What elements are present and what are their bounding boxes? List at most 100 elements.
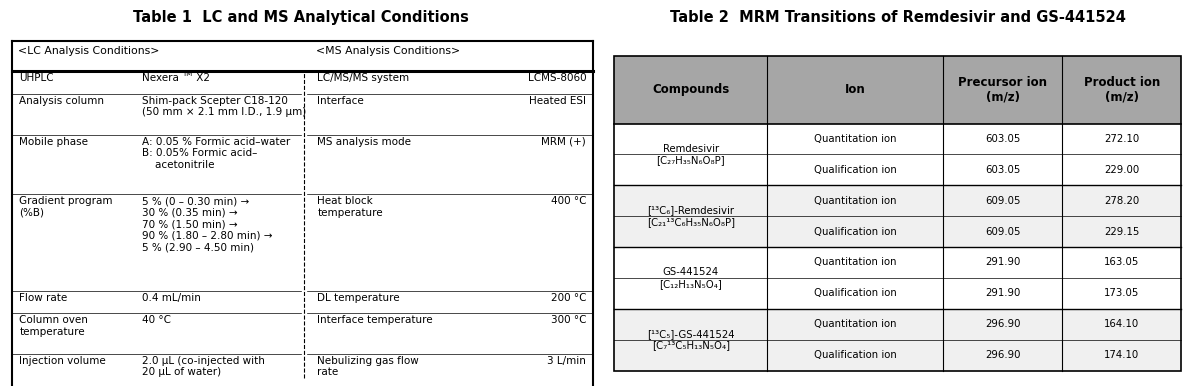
Text: MS analysis mode: MS analysis mode <box>317 137 412 147</box>
Text: Gradient program
(%B): Gradient program (%B) <box>19 196 113 218</box>
Text: 229.15: 229.15 <box>1104 227 1139 237</box>
Text: [¹³C₆]-Remdesivir
[C₂₁¹³C₆H₃₅N₆O₈P]: [¹³C₆]-Remdesivir [C₂₁¹³C₆H₃₅N₆O₈P] <box>647 205 735 227</box>
Text: 296.90: 296.90 <box>985 350 1020 360</box>
Text: Remdesivir
[C₂₇H₃₅N₆O₈P]: Remdesivir [C₂₇H₃₅N₆O₈P] <box>656 144 725 165</box>
Text: Mobile phase: Mobile phase <box>19 137 88 147</box>
Text: X2: X2 <box>193 73 210 83</box>
FancyBboxPatch shape <box>767 340 944 371</box>
Text: LC/MS/MS system: LC/MS/MS system <box>317 73 409 83</box>
Text: Heat block
temperature: Heat block temperature <box>317 196 383 218</box>
Text: Compounds: Compounds <box>653 83 729 96</box>
FancyBboxPatch shape <box>614 278 767 309</box>
FancyBboxPatch shape <box>1062 154 1181 185</box>
Text: Quantitation ion: Quantitation ion <box>814 257 896 267</box>
Text: Analysis column: Analysis column <box>19 96 104 106</box>
Text: 2.0 μL (co-injected with
20 μL of water): 2.0 μL (co-injected with 20 μL of water) <box>142 356 265 378</box>
Text: <LC Analysis Conditions>: <LC Analysis Conditions> <box>18 46 160 56</box>
Text: Interface: Interface <box>317 96 364 106</box>
Text: Table 1  LC and MS Analytical Conditions: Table 1 LC and MS Analytical Conditions <box>134 10 469 25</box>
Text: 300 °C: 300 °C <box>551 315 586 325</box>
FancyBboxPatch shape <box>767 154 944 185</box>
Text: UHPLC: UHPLC <box>19 73 54 83</box>
Text: Interface temperature: Interface temperature <box>317 315 433 325</box>
FancyBboxPatch shape <box>614 247 767 278</box>
FancyBboxPatch shape <box>767 216 944 247</box>
Text: Qualification ion: Qualification ion <box>814 227 897 237</box>
FancyBboxPatch shape <box>1062 56 1181 124</box>
FancyBboxPatch shape <box>944 309 1062 340</box>
FancyBboxPatch shape <box>1062 340 1181 371</box>
Text: 164.10: 164.10 <box>1104 319 1139 329</box>
Text: 603.05: 603.05 <box>985 165 1020 175</box>
FancyBboxPatch shape <box>614 185 767 216</box>
FancyBboxPatch shape <box>1062 124 1181 154</box>
FancyBboxPatch shape <box>767 185 944 216</box>
FancyBboxPatch shape <box>944 216 1062 247</box>
Text: 291.90: 291.90 <box>985 288 1020 298</box>
FancyBboxPatch shape <box>767 56 944 124</box>
FancyBboxPatch shape <box>767 309 944 340</box>
Text: DL temperature: DL temperature <box>317 293 400 303</box>
Text: 40 °C: 40 °C <box>142 315 171 325</box>
FancyBboxPatch shape <box>944 185 1062 216</box>
Text: <MS Analysis Conditions>: <MS Analysis Conditions> <box>316 46 460 56</box>
Text: Nebulizing gas flow
rate: Nebulizing gas flow rate <box>317 356 419 378</box>
Text: Qualification ion: Qualification ion <box>814 350 897 360</box>
Text: 173.05: 173.05 <box>1104 288 1139 298</box>
FancyBboxPatch shape <box>944 124 1062 154</box>
Text: Precursor ion
(m/z): Precursor ion (m/z) <box>958 76 1047 104</box>
FancyBboxPatch shape <box>767 124 944 154</box>
Text: LCMS-8060: LCMS-8060 <box>527 73 586 83</box>
FancyBboxPatch shape <box>944 56 1062 124</box>
Text: Qualification ion: Qualification ion <box>814 288 897 298</box>
Text: MRM (+): MRM (+) <box>542 137 586 147</box>
Text: GS-441524
[C₁₂H₁₃N₅O₄]: GS-441524 [C₁₂H₁₃N₅O₄] <box>660 267 722 289</box>
Text: Product ion
(m/z): Product ion (m/z) <box>1083 76 1160 104</box>
Text: 278.20: 278.20 <box>1104 196 1139 206</box>
Text: 0.4 mL/min: 0.4 mL/min <box>142 293 200 303</box>
Text: 163.05: 163.05 <box>1104 257 1139 267</box>
Text: Shim-pack Scepter C18-120
(50 mm × 2.1 mm I.D., 1.9 μm): Shim-pack Scepter C18-120 (50 mm × 2.1 m… <box>142 96 305 117</box>
Text: Flow rate: Flow rate <box>19 293 68 303</box>
Text: 609.05: 609.05 <box>985 227 1020 237</box>
FancyBboxPatch shape <box>944 340 1062 371</box>
Text: Nexera: Nexera <box>142 73 179 83</box>
FancyBboxPatch shape <box>614 216 767 247</box>
FancyBboxPatch shape <box>614 154 767 185</box>
Text: TM: TM <box>183 71 193 78</box>
Text: Quantitation ion: Quantitation ion <box>814 319 896 329</box>
Text: Quantitation ion: Quantitation ion <box>814 196 896 206</box>
Text: Table 2  MRM Transitions of Remdesivir and GS-441524: Table 2 MRM Transitions of Remdesivir an… <box>669 10 1126 25</box>
Text: 603.05: 603.05 <box>985 134 1020 144</box>
Text: 291.90: 291.90 <box>985 257 1020 267</box>
Text: 174.10: 174.10 <box>1104 350 1139 360</box>
Text: A: 0.05 % Formic acid–water
B: 0.05% Formic acid–
    acetonitrile: A: 0.05 % Formic acid–water B: 0.05% For… <box>142 137 290 170</box>
Text: 5 % (0 – 0.30 min) →
30 % (0.35 min) →
70 % (1.50 min) →
90 % (1.80 – 2.80 min) : 5 % (0 – 0.30 min) → 30 % (0.35 min) → 7… <box>142 196 272 252</box>
FancyBboxPatch shape <box>1062 185 1181 216</box>
Text: Column oven
temperature: Column oven temperature <box>19 315 88 337</box>
Text: 609.05: 609.05 <box>985 196 1020 206</box>
Text: 200 °C: 200 °C <box>551 293 586 303</box>
FancyBboxPatch shape <box>767 247 944 278</box>
FancyBboxPatch shape <box>944 247 1062 278</box>
FancyBboxPatch shape <box>767 278 944 309</box>
FancyBboxPatch shape <box>1062 309 1181 340</box>
FancyBboxPatch shape <box>614 124 767 154</box>
Text: 3 L/min: 3 L/min <box>548 356 586 366</box>
Text: Ion: Ion <box>845 83 866 96</box>
FancyBboxPatch shape <box>944 278 1062 309</box>
Text: 229.00: 229.00 <box>1104 165 1139 175</box>
Text: 296.90: 296.90 <box>985 319 1020 329</box>
FancyBboxPatch shape <box>1062 216 1181 247</box>
FancyBboxPatch shape <box>1062 278 1181 309</box>
Text: Heated ESI: Heated ESI <box>530 96 586 106</box>
FancyBboxPatch shape <box>614 340 767 371</box>
FancyBboxPatch shape <box>614 309 767 340</box>
FancyBboxPatch shape <box>614 56 767 124</box>
Text: Quantitation ion: Quantitation ion <box>814 134 896 144</box>
Text: 272.10: 272.10 <box>1104 134 1139 144</box>
FancyBboxPatch shape <box>944 154 1062 185</box>
Text: Qualification ion: Qualification ion <box>814 165 897 175</box>
Text: 400 °C: 400 °C <box>551 196 586 206</box>
FancyBboxPatch shape <box>1062 247 1181 278</box>
